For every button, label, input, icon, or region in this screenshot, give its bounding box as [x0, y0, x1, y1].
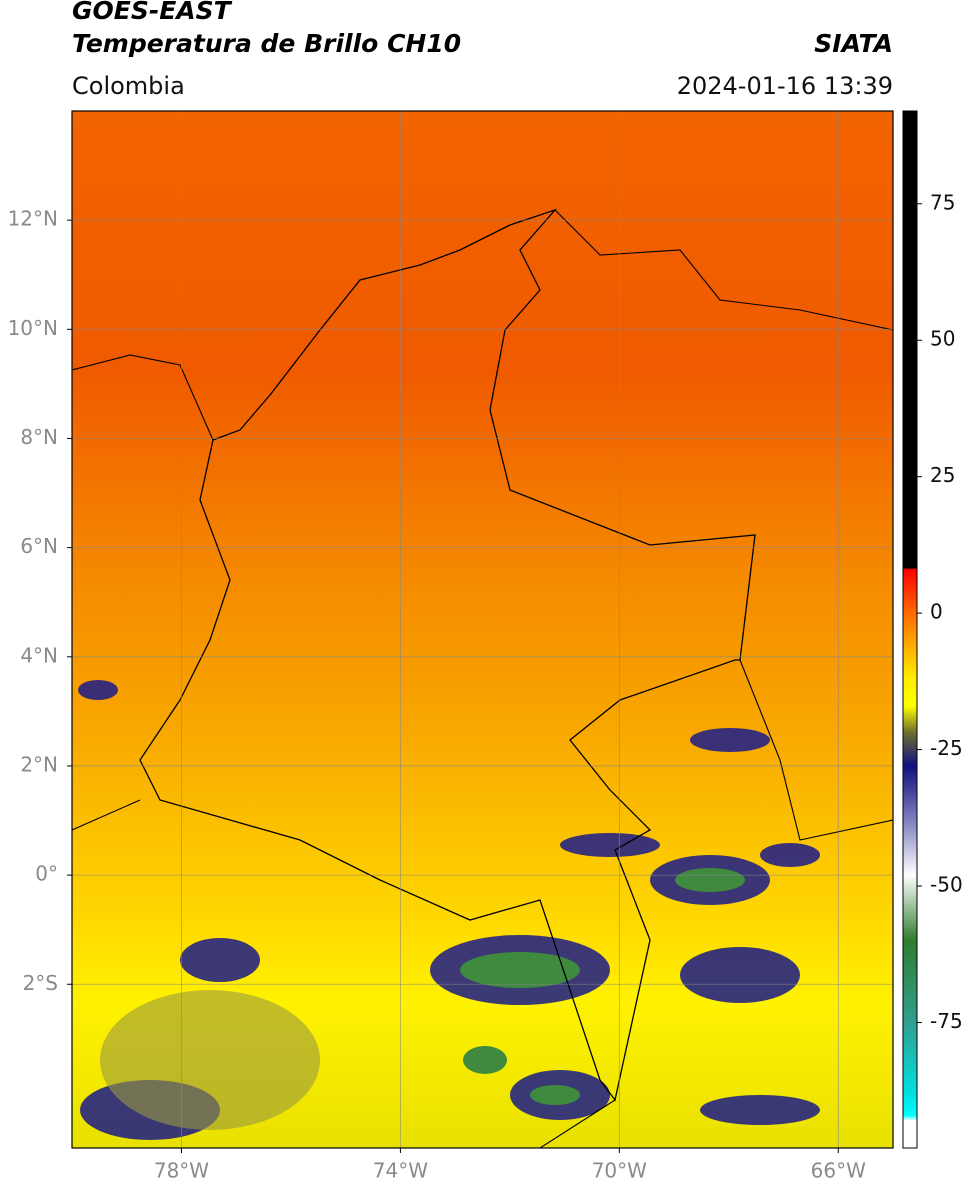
timestamp: 2024-01-16 13:39: [677, 72, 893, 100]
very-cold-clouds: [460, 868, 745, 1105]
satellite: GOES-EAST: [72, 0, 233, 25]
lon-tick-label: 66°W: [811, 1159, 866, 1183]
map-frame: [71, 110, 894, 1149]
lat-tick-label: 10°N: [8, 316, 58, 340]
colorbar-tick-label: -75: [930, 1009, 963, 1033]
colorbar: [902, 110, 918, 1149]
source: SIATA: [814, 29, 893, 58]
country-border: [139, 208, 756, 1102]
map-image: [72, 111, 893, 1148]
colorbar-tick-label: -25: [930, 736, 963, 760]
colorbar-tick-label: 75: [930, 190, 955, 214]
lat-tick-label: 6°N: [20, 534, 58, 558]
lon-tick-label: 78°W: [154, 1159, 209, 1183]
colorbar-tick-label: 50: [930, 327, 955, 351]
lat-tick-label: 0°: [35, 862, 58, 886]
region: Colombia: [72, 72, 185, 100]
coastline: [72, 209, 893, 1148]
lon-tick-label: 70°W: [592, 1159, 647, 1183]
lat-tick-label: 2°N: [20, 752, 58, 776]
lat-tick-label: 2°S: [23, 971, 58, 995]
grid: [72, 111, 893, 1148]
lat-tick-label: 8°N: [20, 425, 58, 449]
colorbar-tick-label: 25: [930, 463, 955, 487]
product: Temperatura de Brillo CH10: [72, 29, 461, 58]
colorbar-tick-label: 0: [930, 600, 943, 624]
colorbar-tick-label: -50: [930, 873, 963, 897]
lat-tick-label: 4°N: [20, 643, 58, 667]
lon-tick-label: 74°W: [373, 1159, 428, 1183]
haze: [100, 990, 320, 1130]
lat-tick-label: 12°N: [8, 207, 58, 231]
